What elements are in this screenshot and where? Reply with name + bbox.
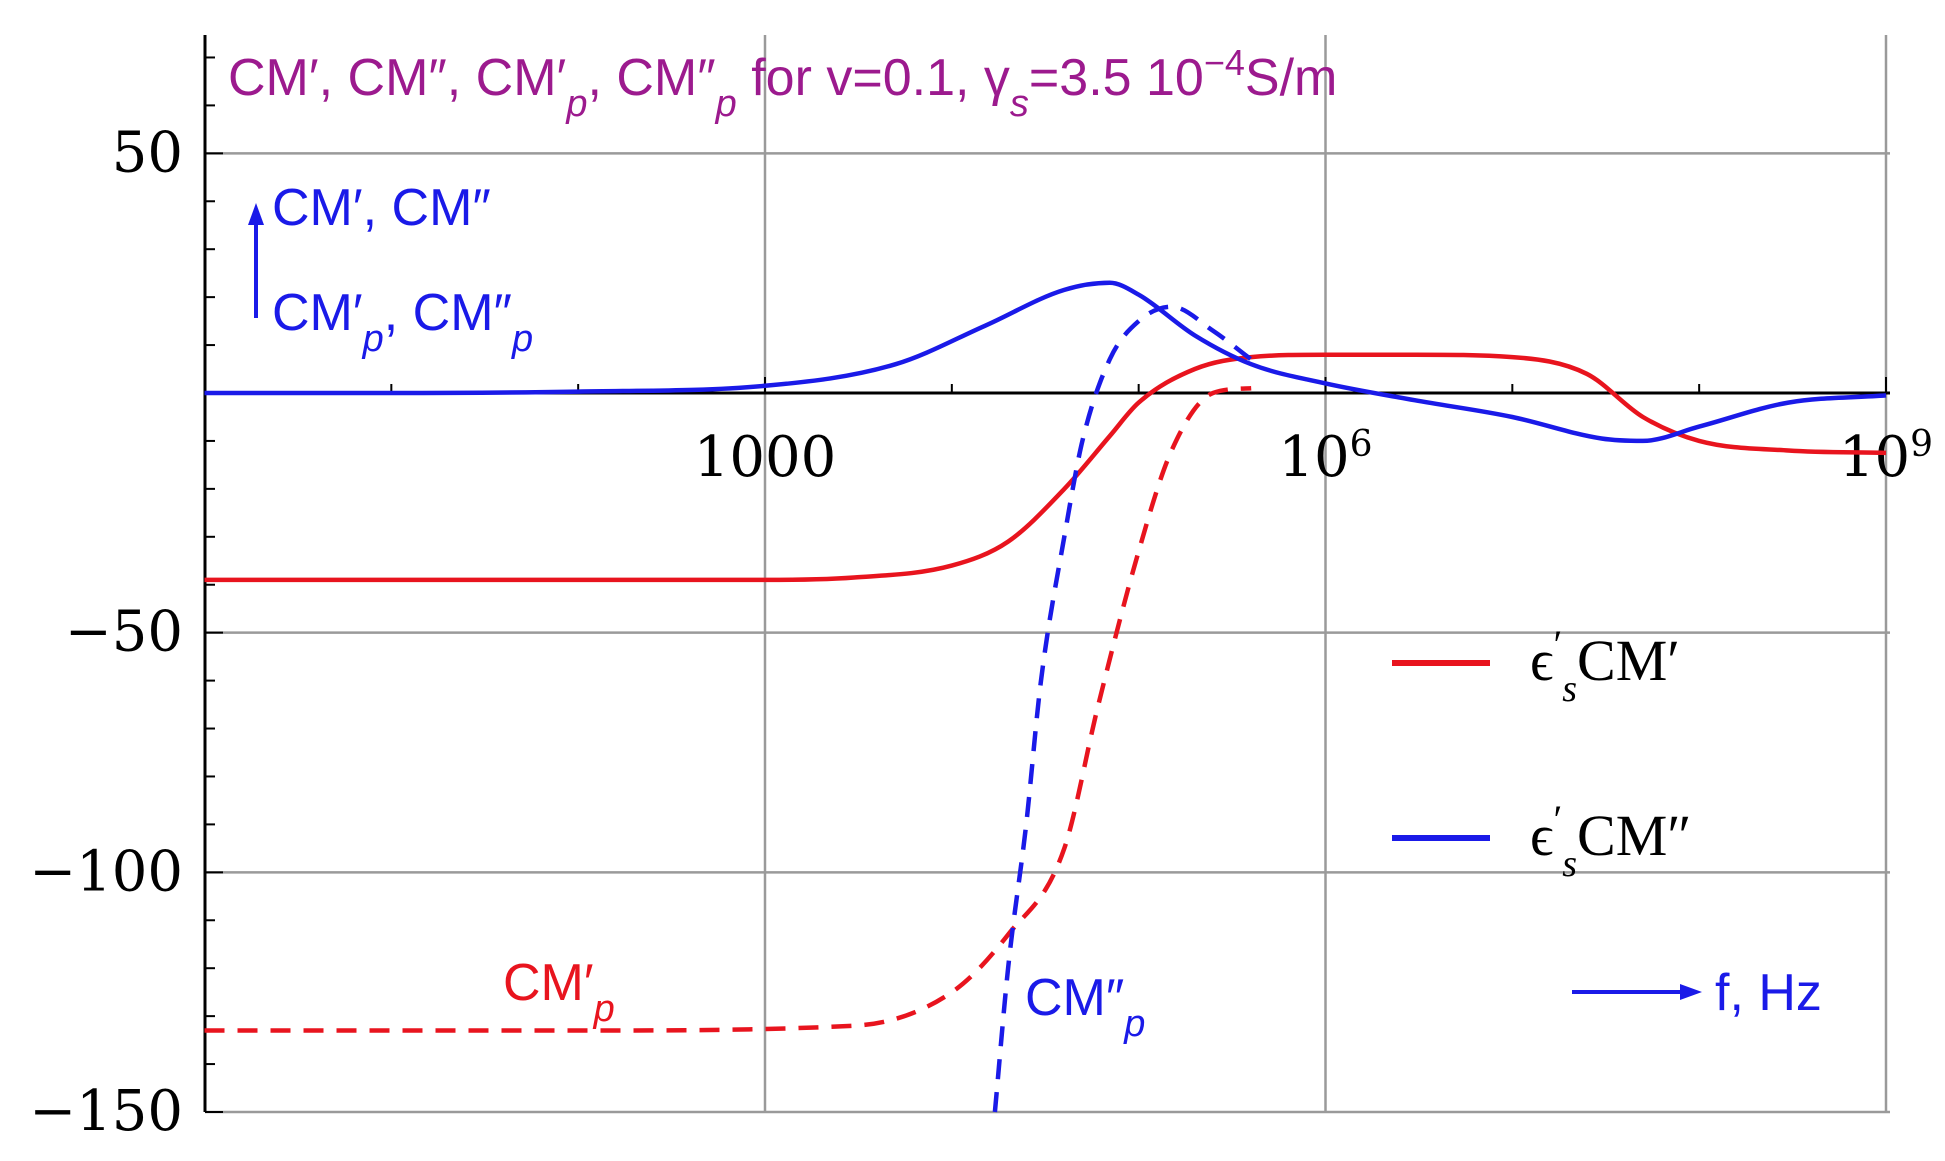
x-tick-label-2: 109 [1839,424,1933,491]
y-tick-label-2: −100 [29,839,183,904]
chart-title: CM′, CM″, CM′p, CM″p for v=0.1, γs=3.5 1… [228,42,1337,126]
series-cm-prime-solid [204,352,1887,583]
legend-label-cm-prime: ϵ′sCM′ [1530,622,1680,711]
x-tick-label-0: 1000 [694,425,837,490]
x-axis-label: f, Hz [1715,964,1822,1022]
series-lines [204,280,1887,1113]
y-tick-label-3: −150 [29,1079,183,1144]
legend-label-cm-double-prime: ϵ′sCM″ [1530,797,1691,886]
series-cmp-double-prime-dashed [992,304,1253,1113]
y-tick-label-0: 50 [112,120,183,185]
x-axis-annotation: f, Hz [1572,964,1822,1022]
y-axis-label-line1: CM′, CM″ [272,179,491,237]
grid-lines [205,35,1890,1114]
legend: ϵ′sCM′ ϵ′sCM″ [1392,622,1691,886]
x-arrow-head-icon [1680,984,1702,1000]
axes: 50 −50 −100 −150 1000 106 109 [29,35,1933,1144]
series-cmp-prime-dashed [204,385,1252,1033]
y-axis-label-line2: CM′p, CM″p [272,284,533,360]
y-arrow-head-icon [248,203,264,225]
curve-label-cmp-prime: CM′p [503,954,615,1030]
curve-label-cmp-double-prime: CM″p [1025,969,1145,1045]
y-tick-label-1: −50 [65,600,183,665]
y-axis-annotation: CM′, CM″ CM′p, CM″p [248,179,533,360]
x-tick-label-1: 106 [1278,424,1372,491]
series-cm-double-prime-solid [204,280,1887,444]
